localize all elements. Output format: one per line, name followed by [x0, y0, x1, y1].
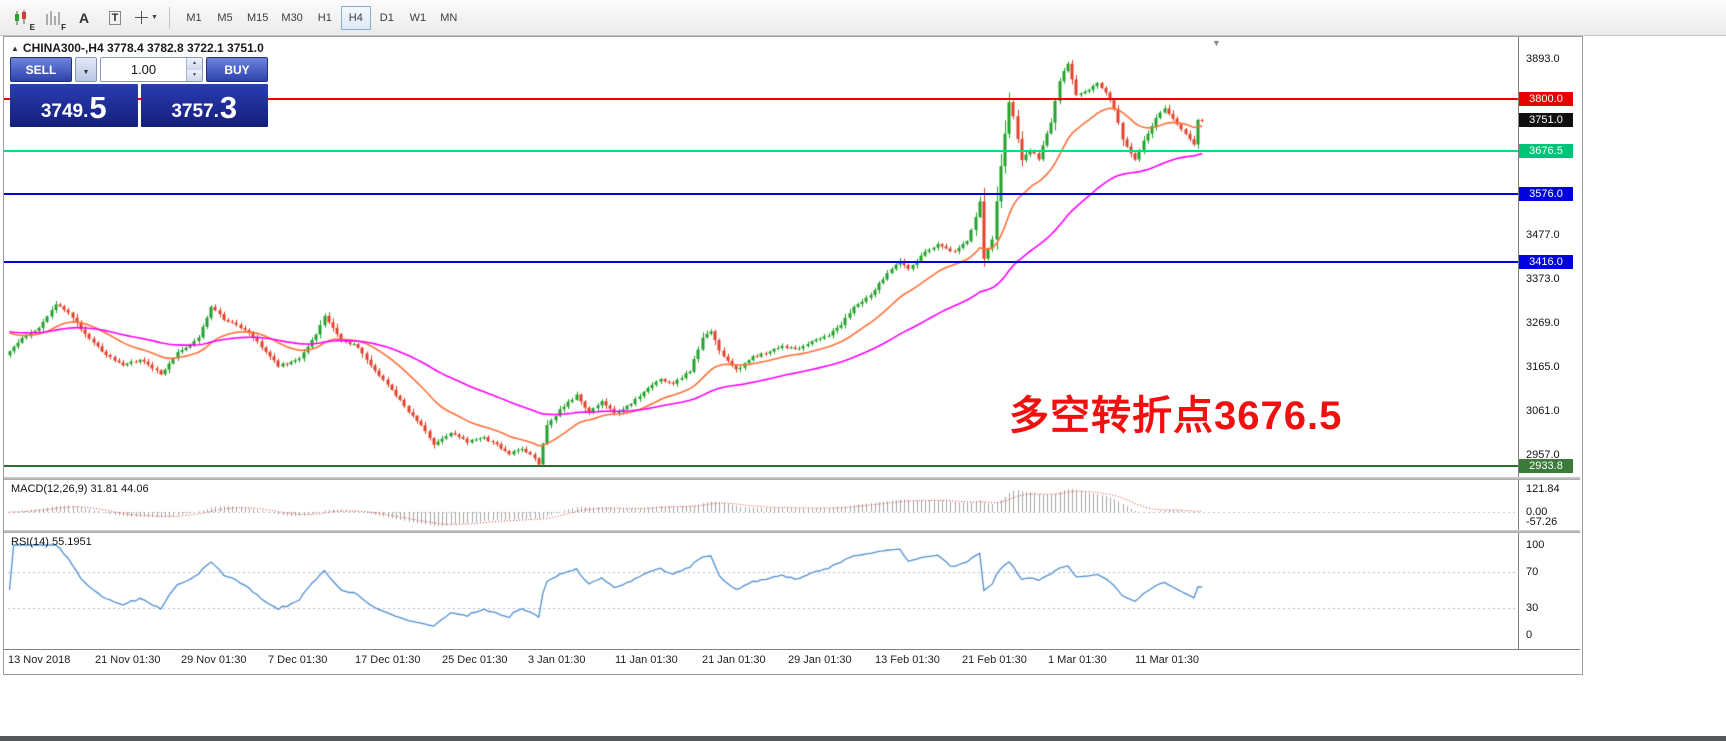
- price-scale-label: 3269.0: [1526, 317, 1560, 330]
- time-axis-label: 1 Mar 01:30: [1048, 654, 1107, 666]
- time-axis-label: 21 Nov 01:30: [95, 654, 161, 666]
- price-scale[interactable]: 3893.0 3477.0 3373.0 3269.0 3165.0 3061.0 2957…: [1519, 37, 1580, 649]
- volume-increase-button[interactable]: ▲: [187, 58, 202, 70]
- price-scale-label: 2957.0: [1526, 449, 1560, 462]
- price-badge: 3576.0: [1519, 186, 1573, 201]
- price-badge: 3676.5: [1519, 144, 1573, 159]
- time-axis-label: 25 Dec 01:30: [442, 654, 508, 666]
- time-axis[interactable]: 13 Nov 2018 21 Nov 01:30 29 Nov 01:30 7 Dec…: [4, 649, 1580, 672]
- time-axis-label: 21 Feb 01:30: [962, 654, 1027, 666]
- caret-down-icon: ▼: [151, 14, 158, 21]
- caret-down-icon: ▼: [82, 69, 90, 76]
- macd-indicator-label: MACD(12,26,9) 31.81 44.06: [11, 483, 149, 495]
- price-scale-label: 3373.0: [1526, 273, 1560, 286]
- rsi-scale-label: 0: [1526, 628, 1533, 641]
- time-axis-label: 3 Jan 01:30: [528, 654, 586, 666]
- window-bottom-edge: [0, 736, 1726, 741]
- chart-title-text: CHINA300-,H4 3778.4 3782.8 3722.1 3751.0: [22, 41, 264, 55]
- timeframe-button-mn[interactable]: MN: [434, 6, 464, 30]
- toolbar-separator: [169, 6, 170, 29]
- timeframe-button-m30[interactable]: M30: [275, 6, 308, 30]
- volume-dropdown-button[interactable]: ▼: [75, 57, 97, 82]
- price-level-line-3676.5[interactable]: [4, 150, 1518, 153]
- price-level-line-3416[interactable]: [4, 260, 1518, 263]
- buy-price-pips: 3: [219, 90, 238, 125]
- time-axis-label: 17 Dec 01:30: [355, 654, 421, 666]
- volume-decrease-button[interactable]: ▼: [187, 69, 202, 81]
- sell-price-main: 3749.: [40, 101, 89, 122]
- crosshair-tool-button[interactable]: ▼: [132, 4, 160, 32]
- panel-separator-rsi[interactable]: [4, 530, 1580, 533]
- price-scale-label: 3165.0: [1526, 361, 1560, 374]
- time-axis-label: 11 Mar 01:30: [1135, 654, 1200, 666]
- rsi-indicator-label: RSI(14) 55.1951: [11, 536, 92, 548]
- candlestick-icon: [15, 9, 26, 25]
- font-tool-label: A: [78, 9, 90, 26]
- candlestick-chart-tool-button[interactable]: E: [8, 4, 36, 32]
- time-axis-label: 7 Dec 01:30: [268, 654, 328, 666]
- timeframe-button-h4[interactable]: H4: [340, 5, 371, 30]
- buy-price-main: 3757.: [171, 101, 219, 122]
- panel-separator-macd[interactable]: [4, 477, 1580, 480]
- chart-window: 3893.0 3477.0 3373.0 3269.0 3165.0 3061.0 2957…: [3, 36, 1583, 675]
- macd-scale-label: -57.26: [1526, 516, 1558, 529]
- timeframe-button-m15[interactable]: M15: [241, 6, 274, 30]
- timeframe-button-m1[interactable]: M1: [179, 6, 209, 30]
- time-axis-label: 29 Jan 01:30: [788, 654, 852, 666]
- price-level-line-2933.8[interactable]: [4, 464, 1518, 467]
- one-click-trading-panel: SELL ▼ ▲ ▼ BUY 3749.5: [10, 57, 268, 127]
- timeframe-button-d1[interactable]: D1: [372, 6, 402, 30]
- time-axis-label: 13 Nov 2018: [8, 654, 71, 666]
- timeframe-button-h1[interactable]: H1: [310, 6, 340, 30]
- buy-button[interactable]: BUY: [206, 57, 268, 82]
- horizontal-levels-layer: [4, 37, 1518, 649]
- price-scale-label: 3893.0: [1526, 53, 1560, 66]
- price-chart-canvas[interactable]: [4, 37, 1580, 672]
- bars-icon: [46, 10, 60, 25]
- font-tool-button[interactable]: A: [70, 4, 98, 32]
- tool-sub-label: E: [29, 22, 35, 32]
- price-scale-label: 3061.0: [1526, 405, 1560, 418]
- tool-sub-label: F: [61, 22, 66, 32]
- sell-price-pips: 5: [89, 90, 107, 125]
- text-tool-label: T: [108, 10, 122, 25]
- chart-shift-marker-icon[interactable]: ▼: [1212, 38, 1221, 48]
- volume-input[interactable]: [101, 58, 186, 81]
- bar-chart-tool-button[interactable]: F: [39, 4, 67, 32]
- time-axis-label: 21 Jan 01:30: [702, 654, 766, 666]
- macd-scale-label: 0.00: [1526, 505, 1548, 518]
- title-marker-icon: ▲: [11, 43, 19, 53]
- timeframe-button-w1[interactable]: W1: [403, 6, 433, 30]
- time-axis-label: 11 Jan 01:30: [615, 654, 678, 666]
- crosshair-icon: [135, 11, 149, 24]
- time-axis-label: 29 Nov 01:30: [181, 654, 247, 666]
- trade-controls-row: SELL ▼ ▲ ▼ BUY: [10, 57, 268, 82]
- rsi-scale-label: 100: [1526, 538, 1545, 551]
- trade-prices-row: 3749. 5 3757. 3: [10, 84, 268, 127]
- text-label-tool-button[interactable]: T: [101, 4, 129, 32]
- timeframe-selector: M1 M5 M15 M30 H1 H4 D1 W1 MN: [179, 5, 465, 30]
- main-toolbar: E F A T ▼ M1 M5 M15 M30 H1 H4 D1 W1 MN: [0, 0, 1726, 36]
- price-badge: 3800.0: [1519, 92, 1573, 107]
- volume-spinner: ▲ ▼: [186, 58, 202, 81]
- time-axis-label: 13 Feb 01:30: [875, 654, 940, 666]
- price-badge: 2933.8: [1519, 458, 1573, 473]
- chart-title: ▲ CHINA300-,H4 3778.4 3782.8 3722.1 3751…: [11, 41, 264, 55]
- price-scale-border: [1518, 37, 1519, 649]
- chart-annotation: 多空转折点3676.5: [1009, 394, 1343, 438]
- price-scale-label: 3477.0: [1526, 229, 1560, 242]
- timeframe-button-m5[interactable]: M5: [210, 6, 240, 30]
- price-badge: 3751.0: [1519, 112, 1573, 127]
- sell-button[interactable]: SELL: [10, 57, 72, 82]
- sell-price-panel[interactable]: 3749. 5: [10, 84, 138, 127]
- price-level-line-3800[interactable]: [4, 98, 1518, 101]
- price-level-line-3576[interactable]: [4, 192, 1518, 195]
- rsi-scale-label: 30: [1526, 601, 1539, 614]
- volume-field: ▲ ▼: [100, 57, 203, 82]
- buy-price-panel[interactable]: 3757. 3: [140, 84, 268, 127]
- rsi-scale-label: 70: [1526, 565, 1539, 578]
- price-badge: 3416.0: [1519, 254, 1573, 269]
- macd-scale-label: 121.84: [1526, 482, 1560, 495]
